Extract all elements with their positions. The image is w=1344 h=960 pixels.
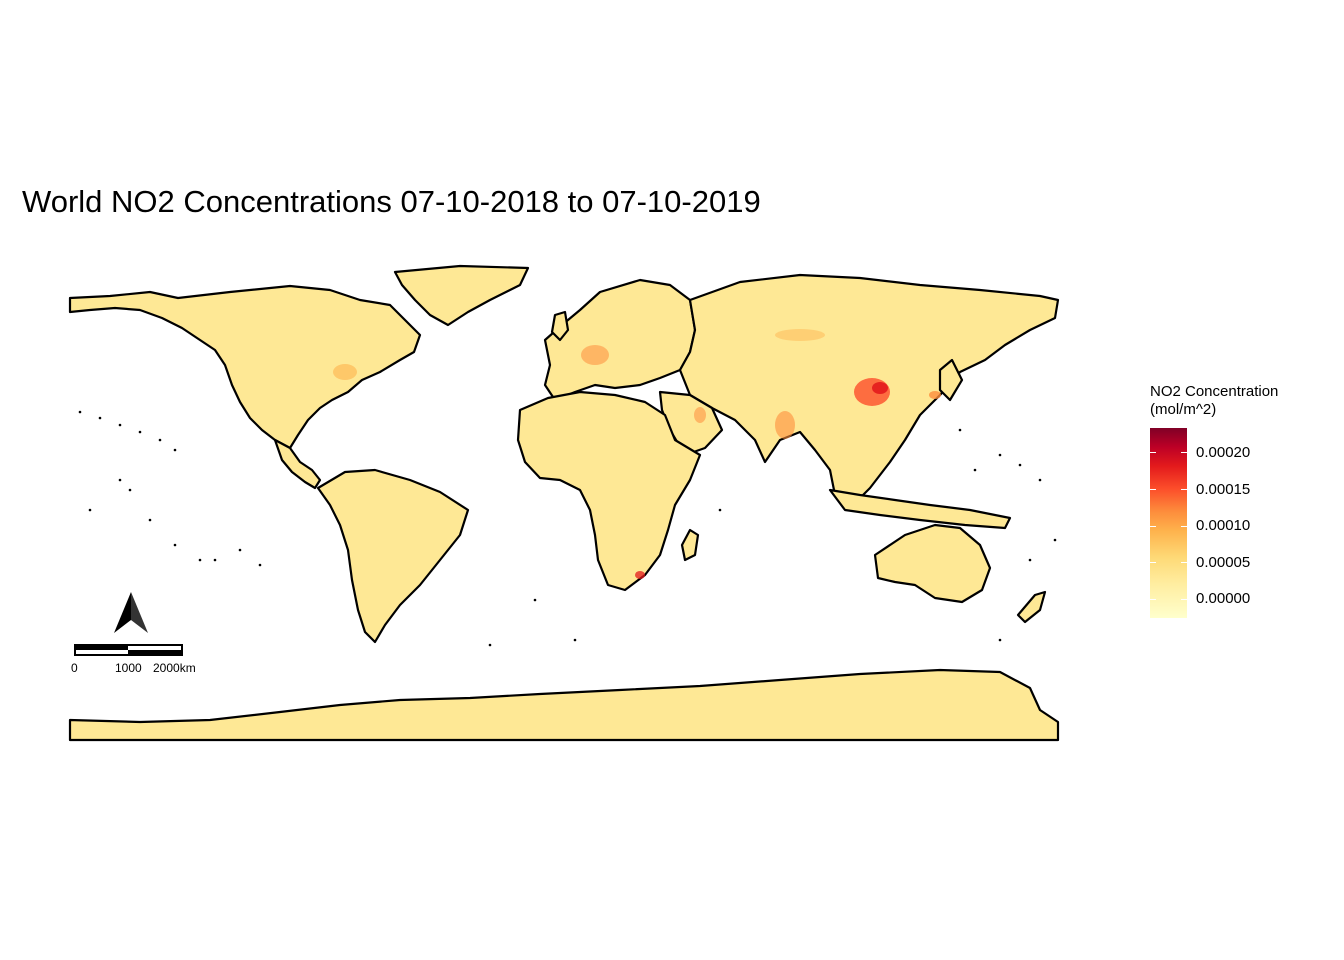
map-title: World NO2 Concentrations 07-10-2018 to 0…	[22, 184, 761, 219]
legend-color-bar	[1150, 428, 1187, 618]
south-america-landmass	[316, 468, 470, 644]
hotspot-middle-east	[694, 407, 706, 423]
madagascar-landmass	[680, 528, 700, 562]
legend-label-0.00015: 0.00015	[1196, 481, 1251, 498]
hotspot-india	[775, 411, 795, 439]
scale-label-1000: 1000	[115, 661, 142, 675]
hotspot-korea-japan	[929, 391, 941, 399]
scale-label-0: 0	[71, 661, 78, 675]
legend-label-0.00010: 0.00010	[1196, 517, 1251, 534]
hotspot-north-china	[872, 382, 888, 394]
legend-label-0.00020: 0.00020	[1196, 444, 1251, 461]
legend-tick	[1181, 452, 1187, 453]
hotspot-europe	[581, 345, 609, 365]
legend-label-0.00000: 0.00000	[1196, 590, 1251, 607]
indonesia-landmass	[828, 488, 1012, 530]
antarctica-landmass	[68, 668, 1060, 742]
greenland-landmass	[393, 264, 530, 327]
north-america-landmass	[68, 284, 422, 450]
legend-tick	[1150, 562, 1156, 563]
legend-tick	[1181, 489, 1187, 490]
hotspot-us-east	[333, 364, 357, 380]
legend-label-0.00005: 0.00005	[1196, 554, 1251, 571]
no2-hotspots	[333, 329, 941, 579]
central-america-landmass	[273, 438, 322, 490]
scale-label-2000km: 2000km	[153, 661, 196, 675]
legend-tick	[1150, 599, 1156, 600]
hotspot-south-africa	[635, 571, 645, 579]
legend-tick	[1181, 562, 1187, 563]
africa-landmass	[516, 390, 702, 592]
legend-tick	[1150, 489, 1156, 490]
legend-tick	[1181, 526, 1187, 527]
north-arrow-icon	[114, 592, 148, 633]
legend-title: NO2 Concentration	[1150, 383, 1279, 400]
scale-bar	[74, 644, 183, 656]
legend-tick	[1181, 599, 1187, 600]
uk-landmass	[550, 310, 570, 342]
japan-landmass	[938, 358, 964, 402]
hotspot-russia	[775, 329, 825, 341]
legend-tick	[1150, 526, 1156, 527]
europe-landmass	[543, 278, 697, 402]
island-dots	[78, 410, 1057, 647]
legend-unit: (mol/m^2)	[1150, 401, 1217, 418]
color-legend: NO2 Concentration (mol/m^2) 0.00020 0.00…	[1150, 383, 1330, 618]
legend-tick	[1150, 452, 1156, 453]
australia-landmass	[873, 523, 992, 604]
new-zealand-landmass	[1016, 590, 1047, 624]
